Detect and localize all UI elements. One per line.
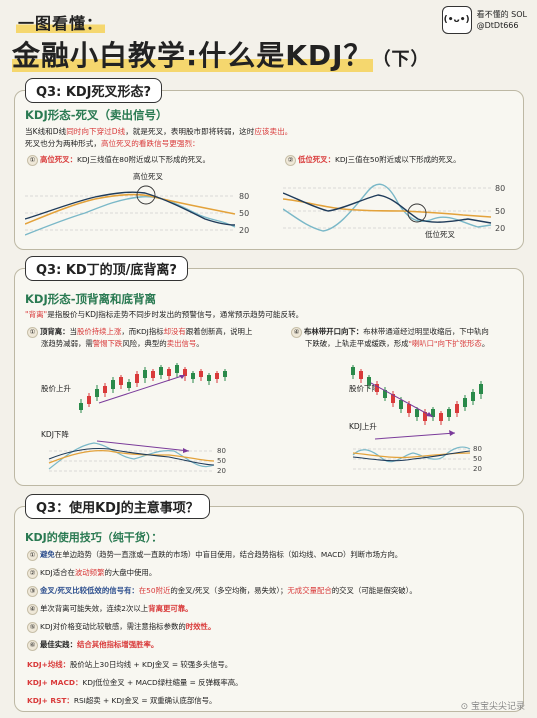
tab-death-cross: Q3: KDJ死叉形态?	[25, 78, 163, 103]
tip-1: ① 避免在单边趋势（趋势一直涨或一直跌的市场）中盲目使用，结合趋势指标（如均线、M…	[27, 549, 402, 561]
label-kdj-up: KDJ上升	[349, 422, 377, 431]
k-line	[283, 183, 492, 232]
tab-divergence: Q3: KD丁的顶/底背离?	[25, 256, 188, 281]
bottom-divergence-chart: 股价下降 KDJ上升 80 50 20	[349, 365, 483, 473]
avatar: (•ᴗ•)	[441, 6, 472, 34]
divergence-desc: "背离"是指股价与KDJ指标走势不同步时发出的预警信号，通常预示趋势可能反转。	[25, 310, 304, 319]
combo-macd: KDJ+ MACD：KDJ低位金叉 + MACD绿柱缩量 = 反弹概率高。	[27, 678, 243, 687]
svg-text:20: 20	[495, 224, 505, 233]
card-divergence: Q3: KD丁的顶/底背离? KDJ形态-顶背离和底背离 "背离"是指股价与KD…	[14, 256, 524, 486]
tip-3: ③ 金叉/死叉比较低效的信号有：在50附近的金叉/死叉（多空均衡，易失效）；无成交…	[27, 585, 417, 597]
tip-5: ⑤ KDJ对价格变动比较敏感，需注意指标参数的时效性。	[27, 621, 215, 633]
main-title: 金融小白教学:什么是KDJ？（下）	[12, 39, 430, 72]
kicker: 一图看懂：	[16, 14, 106, 33]
j-line	[283, 192, 492, 224]
svg-text:20: 20	[217, 467, 226, 475]
label-price-down: 股价下降	[349, 383, 379, 393]
low-cross-point: ② 低位死叉：KDJ三值在50附近或以下形成的死叉。	[285, 154, 461, 166]
level-50: 50	[239, 209, 249, 218]
death-cross-desc-2: 死叉也分为两种形式，高位死叉的看跌信号更强烈：	[25, 139, 200, 148]
svg-text:80: 80	[495, 184, 505, 193]
card-usage-tips: Q3：使用KDJ的主意事项？ KDJ的使用技巧（纯干货）： ① 避免在单边趋势（趋…	[14, 494, 524, 712]
cross-circle	[407, 203, 427, 223]
card-death-cross: Q3: KDJ死叉形态? KDJ形态-死叉（卖出信号） 当K线和D线同时向下穿过…	[14, 78, 524, 250]
svg-text:50: 50	[217, 457, 226, 465]
combo-ma: KDJ+均线：股价站上30日均线 + KDJ金叉 = 较强多头信号。	[27, 660, 233, 669]
top-divergence-chart: 股价上升 KDJ下降 80 50	[41, 363, 227, 475]
section-title-divergence: KDJ形态-顶背离和底背离	[25, 292, 157, 306]
tip-4: ④ 单次背离可能失效，连续2次以上背离更可靠。	[27, 603, 193, 615]
section-title-death-cross: KDJ形态-死叉（卖出信号）	[25, 108, 168, 122]
label-kdj-down: KDJ下降	[41, 429, 69, 439]
high-cross-point: ① 高位死叉：KDJ三线值在80附近或以下形成的死叉。	[27, 154, 210, 166]
level-80: 80	[239, 192, 249, 201]
svg-text:80: 80	[217, 447, 226, 455]
chart-label-low: 低位死叉	[425, 229, 455, 239]
author-badge: (•ᴗ•) 看不懂的 SOL @DtDt666	[441, 6, 527, 34]
author-name: 看不懂的 SOL	[476, 10, 527, 19]
low-cross-chart: 80 50 20 低位死叉	[283, 183, 505, 239]
author-id: @DtDt666	[476, 21, 519, 30]
label-price-up: 股价上升	[41, 384, 71, 393]
k-line	[25, 196, 236, 236]
chart-label-high: 高位死叉	[133, 171, 163, 181]
svg-text:50: 50	[473, 455, 482, 463]
j-line	[25, 191, 236, 226]
cross-circle	[136, 185, 156, 205]
level-20: 20	[239, 226, 249, 235]
top-divergence-point: ① 顶背离：当股价持续上涨，而KDJ指标却没有跟着创新高，说明上 涨趋势减弱，需警…	[27, 326, 252, 349]
combo-rsi: KDJ+ RST：RSI超卖 + KDJ金叉 = 双重确认底部信号。	[27, 696, 217, 705]
tip-2: ② KDJ适合在波动频繁的大盘中使用。	[27, 567, 156, 579]
svg-text:20: 20	[473, 465, 482, 473]
watermark: ⊙ 宝宝尖尖记录	[460, 702, 525, 712]
death-cross-desc-1: 当K线和D线同时向下穿过D线，就是死叉，表明股市即将转弱，这时应该卖出。	[25, 127, 293, 136]
d-line	[25, 193, 236, 225]
tab-usage-tips: Q3：使用KDJ的主意事项？	[25, 494, 210, 519]
d-line	[283, 198, 492, 218]
svg-text:50: 50	[495, 207, 505, 216]
svg-text:80: 80	[473, 445, 482, 453]
section-title-tips: KDJ的使用技巧（纯干货）：	[25, 531, 163, 544]
tip-6: ⑥ 最佳实践：结合其他指标增强胜率。	[27, 639, 158, 651]
high-cross-chart: 80 50 20 高位死叉	[25, 171, 249, 236]
bollinger-point: ④ 布林带开口向下：布林带通道经过明显收缩后，下中轨向 下跌破，上轨走平或缓跌，形…	[291, 326, 489, 349]
